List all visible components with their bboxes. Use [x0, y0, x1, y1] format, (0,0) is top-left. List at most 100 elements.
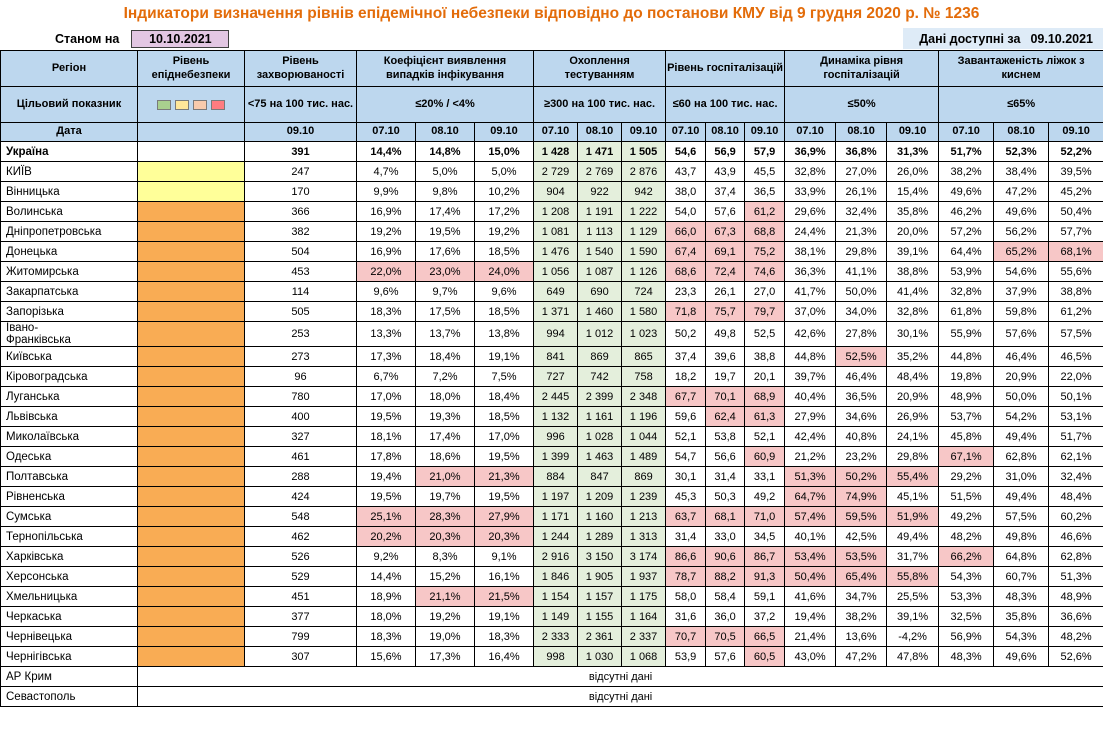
- hospitalization-dynamics-cell: 53,5%: [835, 546, 888, 567]
- hospitalization-cell: 63,7: [665, 506, 707, 527]
- epidemic-level-cell: [137, 406, 245, 427]
- data-available-date: 09.10.2021: [1030, 31, 1093, 46]
- detection-cell: 18,3%: [356, 626, 416, 647]
- hospitalization-dynamics-cell: 52,5%: [835, 346, 888, 367]
- region-cell: Севастополь: [0, 686, 138, 707]
- page-title: Індикатори визначення рівнів епідемічної…: [123, 5, 980, 22]
- epidemic-level-cell: [137, 566, 245, 587]
- testing-cell: 1 505: [621, 141, 667, 162]
- detection-cell: 18,3%: [356, 301, 416, 322]
- hospitalization-dynamics-cell: 47,2%: [835, 646, 888, 667]
- oxygen-beds-cell: 37,9%: [993, 281, 1050, 302]
- region-cell: Київська: [0, 346, 138, 367]
- hospitalization-dynamics-cell: 32,8%: [886, 301, 940, 322]
- detection-cell: 18,4%: [473, 386, 535, 407]
- epidemic-level-cell: [137, 466, 245, 487]
- detection-cell: 7,5%: [473, 366, 535, 387]
- incidence-cell: 453: [244, 261, 357, 282]
- oxygen-beds-cell: 59,8%: [993, 301, 1050, 322]
- hospitalization-cell: 34,5: [744, 526, 786, 547]
- oxygen-beds-cell: 48,2%: [1048, 626, 1103, 647]
- header-target-value: <75 на 100 тис. нас.: [244, 86, 357, 123]
- incidence-cell: 529: [244, 566, 357, 587]
- detection-cell: 18,9%: [356, 586, 416, 607]
- incidence-cell: 382: [244, 221, 357, 242]
- hospitalization-cell: 57,9: [744, 141, 786, 162]
- hospitalization-cell: 43,9: [705, 161, 746, 182]
- header-date-cell: 07.10: [938, 122, 995, 142]
- header-date-cell: 09.10: [1048, 122, 1103, 142]
- epidemic-level-cell: [137, 141, 245, 162]
- hospitalization-dynamics-cell: 55,4%: [886, 466, 940, 487]
- hospitalization-cell: 68,1: [705, 506, 746, 527]
- table-row: Волинська 366 16,9% 17,4% 17,2% 1 208 1 191 1 2…: [0, 201, 1103, 222]
- table-row: Вінницька 170 9,9% 9,8% 10,2% 904 922 942 38,0 37…: [0, 181, 1103, 202]
- hospitalization-dynamics-cell: 38,2%: [835, 606, 888, 627]
- testing-cell: 1 087: [577, 261, 623, 282]
- oxygen-beds-cell: 60,7%: [993, 566, 1050, 587]
- testing-cell: 3 150: [577, 546, 623, 567]
- header-date-cell: 07.10: [784, 122, 837, 142]
- table-row: Львівська 400 19,5% 19,3% 18,5% 1 132 1 161 1 1…: [0, 406, 1103, 427]
- region-cell: Луганська: [0, 386, 138, 407]
- testing-cell: 1 028: [577, 426, 623, 447]
- detection-cell: 16,9%: [356, 241, 416, 262]
- detection-cell: 4,7%: [356, 161, 416, 182]
- testing-cell: 1 471: [577, 141, 623, 162]
- hospitalization-dynamics-cell: 21,3%: [835, 221, 888, 242]
- oxygen-beds-cell: 47,2%: [993, 181, 1050, 202]
- testing-cell: 1 460: [577, 301, 623, 322]
- oxygen-beds-cell: 56,2%: [993, 221, 1050, 242]
- oxygen-beds-cell: 64,4%: [938, 241, 995, 262]
- oxygen-beds-cell: 49,6%: [993, 646, 1050, 667]
- table-row: Чернігівська 307 15,6% 17,3% 16,4% 998 1 030 1 …: [0, 646, 1103, 667]
- testing-cell: 1 289: [577, 526, 623, 547]
- oxygen-beds-cell: 54,3%: [938, 566, 995, 587]
- oxygen-beds-cell: 56,9%: [938, 626, 995, 647]
- detection-cell: 16,1%: [473, 566, 535, 587]
- indicators-table: Регіон Рівень епіднебезпеки Рівень захворю…: [0, 50, 1103, 707]
- no-data-cell: відсутні дані: [136, 686, 1103, 707]
- detection-cell: 19,3%: [415, 406, 475, 427]
- detection-cell: 16,4%: [473, 646, 535, 667]
- region-cell: КИЇВ: [0, 161, 138, 182]
- hospitalization-dynamics-cell: 24,1%: [886, 426, 940, 447]
- table-row: Закарпатська 114 9,6% 9,7% 9,6% 649 690 724 23,3…: [0, 281, 1103, 302]
- incidence-cell: 377: [244, 606, 357, 627]
- header-date-cell: 07.10: [533, 122, 579, 142]
- testing-cell: 1 590: [621, 241, 667, 262]
- hospitalization-cell: 37,2: [744, 606, 786, 627]
- hospitalization-dynamics-cell: 36,8%: [835, 141, 888, 162]
- hospitalization-cell: 61,2: [744, 201, 786, 222]
- epidemic-level-cell: [137, 626, 245, 647]
- hospitalization-dynamics-cell: 38,8%: [886, 261, 940, 282]
- testing-cell: 2 445: [533, 386, 579, 407]
- detection-cell: 21,3%: [473, 466, 535, 487]
- detection-cell: 19,2%: [473, 221, 535, 242]
- region-cell: Чернігівська: [0, 646, 138, 667]
- hospitalization-cell: 62,4: [705, 406, 746, 427]
- testing-cell: 922: [577, 181, 623, 202]
- hospitalization-dynamics-cell: 59,5%: [835, 506, 888, 527]
- epidemic-level-cell: [137, 586, 245, 607]
- oxygen-beds-cell: 57,5%: [1048, 321, 1103, 347]
- hospitalization-cell: 88,2: [705, 566, 746, 587]
- hospitalization-cell: 49,2: [744, 486, 786, 507]
- incidence-cell: 799: [244, 626, 357, 647]
- testing-cell: 1 012: [577, 321, 623, 347]
- region-cell: Херсонська: [0, 566, 138, 587]
- detection-cell: 14,8%: [415, 141, 475, 162]
- region-cell: Львівська: [0, 406, 138, 427]
- detection-cell: 18,4%: [415, 346, 475, 367]
- incidence-cell: 96: [244, 366, 357, 387]
- testing-cell: 1 157: [577, 586, 623, 607]
- detection-cell: 18,5%: [473, 301, 535, 322]
- hospitalization-dynamics-cell: 42,4%: [784, 426, 837, 447]
- hospitalization-dynamics-cell: 35,8%: [886, 201, 940, 222]
- table-row: Україна 391 14,4% 14,8% 15,0% 1 428 1 471 1 505…: [0, 141, 1103, 162]
- detection-cell: 9,7%: [415, 281, 475, 302]
- epidemic-level-cell: [137, 261, 245, 282]
- hospitalization-cell: 90,6: [705, 546, 746, 567]
- oxygen-beds-cell: 61,8%: [938, 301, 995, 322]
- detection-cell: 22,0%: [356, 261, 416, 282]
